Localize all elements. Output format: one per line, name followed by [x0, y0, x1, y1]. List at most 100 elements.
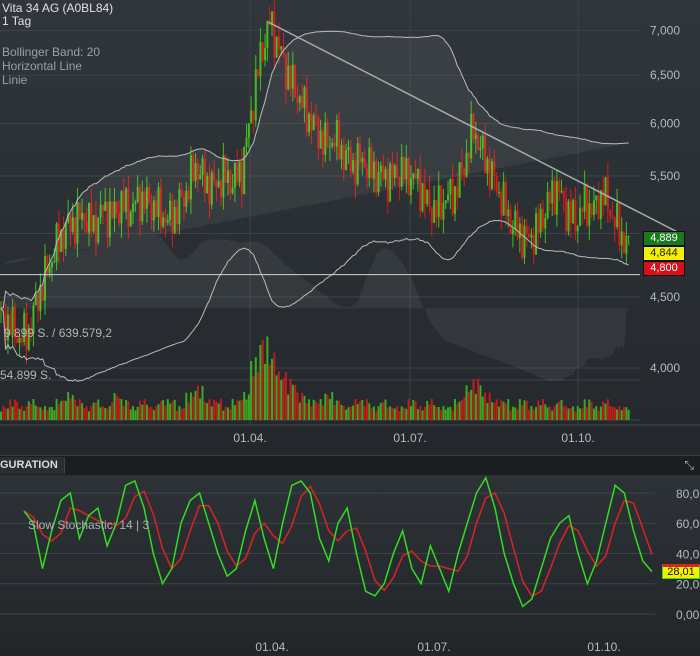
volume-bar	[456, 403, 459, 420]
candle	[595, 195, 598, 201]
legend-bollinger[interactable]: Bollinger Band: 20	[2, 45, 101, 59]
candle	[50, 262, 53, 268]
candle	[321, 130, 324, 155]
volume-bar	[328, 399, 331, 420]
candle	[463, 169, 466, 178]
stochastic-panel[interactable]: 0,00 20,00 40,00 60,00 80,00 01.04. 01.07. 01.1…	[0, 475, 700, 656]
candle	[134, 201, 137, 204]
volume-bar	[148, 407, 151, 420]
candle	[470, 113, 473, 159]
candle	[472, 113, 475, 140]
candle	[25, 312, 28, 350]
candle	[456, 186, 459, 198]
candle	[20, 337, 23, 343]
price-panel[interactable]: 4,000 4,500 5,500 6,000 6,500 7,000 01.04. 01.0…	[0, 0, 700, 455]
legend-line[interactable]: Linie	[2, 73, 28, 87]
volume-bar	[150, 406, 153, 420]
candle	[433, 199, 436, 223]
candle	[296, 97, 299, 103]
volume-bar	[25, 406, 28, 420]
volume-bar	[509, 410, 512, 420]
volume-bar	[606, 399, 609, 420]
candle	[447, 194, 450, 201]
volume-bar	[143, 399, 146, 420]
x-tick-label: 01.07.	[417, 640, 450, 654]
volume-bar	[208, 399, 211, 420]
candle	[486, 158, 489, 174]
candle	[220, 180, 223, 198]
volume-bar	[555, 403, 558, 420]
volume-bar	[592, 408, 595, 420]
volume-bar	[416, 409, 419, 420]
candle	[280, 46, 283, 50]
candle	[113, 201, 116, 219]
volume-bar	[333, 405, 336, 420]
candle	[44, 256, 47, 301]
candle	[548, 192, 551, 204]
candle	[365, 168, 368, 178]
stochastic-d-line	[23, 485, 653, 598]
volume-bar	[500, 399, 503, 420]
volume-bar	[55, 399, 58, 420]
volume-bar	[189, 392, 192, 420]
candle	[284, 54, 287, 90]
candle	[560, 190, 563, 193]
volume-bar	[27, 401, 30, 420]
stochastic-chart[interactable]: 0,00 20,00 40,00 60,00 80,00 01.04. 01.07. 01.1…	[0, 475, 700, 656]
candle	[30, 327, 33, 334]
volume-bar	[9, 399, 12, 420]
bollinger-upper	[0, 30, 629, 309]
candle	[129, 211, 132, 227]
candle	[558, 180, 561, 193]
candle	[623, 231, 626, 254]
candle	[465, 152, 468, 178]
price-chart[interactable]: 4,000 4,500 5,500 6,000 6,500 7,000 01.04. 01.0…	[0, 0, 700, 455]
volume-bar	[609, 405, 612, 420]
volume-bar	[458, 401, 461, 420]
volume-bar	[308, 399, 311, 420]
volume-bar	[296, 392, 299, 420]
candle	[18, 337, 21, 343]
stochastic-label: Slow Stochastic: 14 | 3	[28, 518, 150, 532]
candle	[210, 172, 213, 205]
volume-bar	[342, 406, 345, 420]
volume-bar	[134, 410, 137, 420]
volume-bar	[44, 406, 47, 420]
volume-bar	[574, 411, 577, 420]
volume-bar	[289, 378, 292, 420]
candle	[9, 314, 12, 336]
volume-bar	[106, 408, 109, 420]
candle	[46, 256, 49, 274]
candle	[187, 190, 190, 200]
volume-bar	[162, 400, 165, 420]
volume-bar	[474, 393, 477, 420]
expand-icon[interactable]: ⤡	[684, 458, 694, 472]
volume-bar	[493, 402, 496, 420]
candle	[315, 115, 317, 118]
candle	[240, 161, 243, 194]
candle	[217, 180, 220, 188]
candle	[551, 180, 554, 204]
candle	[180, 189, 183, 198]
candle	[32, 305, 35, 334]
candle	[440, 185, 443, 220]
candle	[606, 177, 609, 210]
x-tick-label: 01.07.	[393, 431, 426, 445]
y-tick-label: 6,000	[650, 117, 680, 131]
volume-bar	[491, 402, 494, 420]
candle	[250, 110, 253, 124]
candle	[243, 146, 246, 194]
configuration-tab[interactable]: GURATION	[0, 457, 65, 474]
legend-horizontal-line[interactable]: Horizontal Line	[2, 59, 83, 73]
volume-bar	[155, 406, 158, 420]
candle	[592, 200, 595, 215]
volume-bar	[277, 371, 280, 420]
volume-bar	[69, 398, 72, 420]
candle	[53, 261, 56, 263]
candle	[324, 122, 327, 155]
candle	[460, 162, 463, 170]
candle	[118, 213, 121, 224]
volume-bar	[426, 400, 429, 420]
volume-bar	[414, 401, 417, 420]
volume-bar	[270, 358, 273, 420]
